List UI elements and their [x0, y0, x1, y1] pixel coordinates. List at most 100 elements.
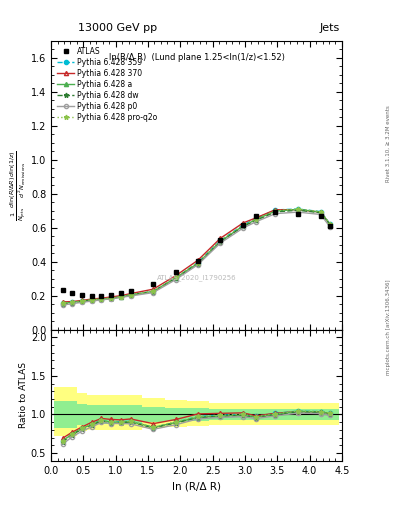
- Pythia 6.428 p0: [218, 240, 223, 246]
- Pythia 6.428 p0: [296, 209, 300, 215]
- Pythia 6.428 a: [195, 260, 200, 266]
- ATLAS: [328, 223, 332, 229]
- ATLAS: [296, 211, 300, 217]
- Pythia 6.428 370: [318, 209, 323, 215]
- Pythia 6.428 359: [90, 297, 94, 303]
- ATLAS: [218, 237, 223, 243]
- Line: Pythia 6.428 370: Pythia 6.428 370: [61, 208, 332, 304]
- Pythia 6.428 a: [218, 238, 223, 244]
- Pythia 6.428 a: [296, 206, 300, 212]
- Pythia 6.428 a: [99, 296, 104, 302]
- Pythia 6.428 dw: [99, 296, 104, 303]
- ATLAS: [318, 213, 323, 219]
- ATLAS: [90, 292, 94, 298]
- Pythia 6.428 359: [80, 298, 84, 304]
- Pythia 6.428 a: [241, 223, 245, 229]
- Pythia 6.428 p0: [328, 224, 332, 230]
- Legend: ATLAS, Pythia 6.428 359, Pythia 6.428 370, Pythia 6.428 a, Pythia 6.428 dw, Pyth: ATLAS, Pythia 6.428 359, Pythia 6.428 37…: [55, 45, 160, 124]
- Pythia 6.428 370: [61, 299, 65, 305]
- Pythia 6.428 359: [70, 300, 74, 306]
- Pythia 6.428 p0: [80, 299, 84, 305]
- Pythia 6.428 pro-q2o: [151, 288, 156, 294]
- ATLAS: [119, 290, 123, 296]
- Pythia 6.428 p0: [273, 210, 278, 217]
- Pythia 6.428 pro-q2o: [90, 297, 94, 303]
- Pythia 6.428 370: [218, 235, 223, 241]
- Pythia 6.428 359: [195, 260, 200, 266]
- Pythia 6.428 370: [80, 297, 84, 304]
- Pythia 6.428 359: [151, 288, 156, 294]
- Line: Pythia 6.428 a: Pythia 6.428 a: [61, 207, 332, 305]
- ATLAS: [173, 269, 178, 275]
- Pythia 6.428 pro-q2o: [273, 208, 278, 214]
- Pythia 6.428 359: [99, 296, 104, 302]
- Pythia 6.428 pro-q2o: [108, 295, 113, 301]
- Pythia 6.428 dw: [108, 295, 113, 302]
- Pythia 6.428 dw: [70, 300, 74, 306]
- Pythia 6.428 359: [128, 292, 133, 298]
- Pythia 6.428 a: [70, 300, 74, 306]
- Pythia 6.428 359: [296, 206, 300, 212]
- Pythia 6.428 370: [70, 298, 74, 305]
- Pythia 6.428 pro-q2o: [119, 294, 123, 300]
- Pythia 6.428 370: [128, 290, 133, 296]
- Pythia 6.428 dw: [253, 218, 258, 224]
- Pythia 6.428 p0: [173, 276, 178, 283]
- Pythia 6.428 p0: [318, 211, 323, 218]
- Text: mcplots.cern.ch [arXiv:1306.3436]: mcplots.cern.ch [arXiv:1306.3436]: [386, 280, 391, 375]
- Pythia 6.428 370: [273, 207, 278, 213]
- Pythia 6.428 pro-q2o: [253, 216, 258, 222]
- Pythia 6.428 370: [119, 292, 123, 298]
- Pythia 6.428 370: [296, 207, 300, 213]
- ATLAS: [70, 290, 74, 296]
- Pythia 6.428 p0: [99, 297, 104, 303]
- Pythia 6.428 pro-q2o: [173, 274, 178, 281]
- Pythia 6.428 p0: [241, 225, 245, 231]
- Pythia 6.428 370: [328, 222, 332, 228]
- ATLAS: [273, 208, 278, 215]
- X-axis label: ln (R/Δ R): ln (R/Δ R): [172, 481, 221, 491]
- Pythia 6.428 dw: [241, 223, 245, 229]
- Pythia 6.428 a: [318, 209, 323, 215]
- Pythia 6.428 370: [151, 286, 156, 292]
- Pythia 6.428 dw: [128, 292, 133, 298]
- Pythia 6.428 dw: [318, 210, 323, 216]
- Pythia 6.428 a: [151, 288, 156, 294]
- Pythia 6.428 pro-q2o: [61, 300, 65, 306]
- Pythia 6.428 p0: [253, 219, 258, 225]
- Pythia 6.428 359: [218, 238, 223, 244]
- Pythia 6.428 a: [80, 298, 84, 304]
- ATLAS: [128, 288, 133, 294]
- Pythia 6.428 a: [108, 295, 113, 301]
- Text: 13000 GeV pp: 13000 GeV pp: [78, 23, 158, 33]
- Pythia 6.428 370: [195, 257, 200, 263]
- Pythia 6.428 dw: [151, 289, 156, 295]
- Pythia 6.428 359: [61, 300, 65, 306]
- Pythia 6.428 dw: [61, 301, 65, 307]
- Pythia 6.428 p0: [70, 301, 74, 307]
- Text: ATLAS_2020_I1790256: ATLAS_2020_I1790256: [157, 274, 236, 281]
- Pythia 6.428 a: [128, 292, 133, 298]
- Y-axis label: $\frac{1}{N_\mathrm{jets}}\frac{d\ln(R/\Delta R)\,d\ln(1/z)}{d^2 N_\mathrm{emiss: $\frac{1}{N_\mathrm{jets}}\frac{d\ln(R/\…: [9, 150, 28, 221]
- Pythia 6.428 359: [253, 216, 258, 222]
- Pythia 6.428 a: [253, 217, 258, 223]
- Pythia 6.428 359: [241, 222, 245, 228]
- Pythia 6.428 370: [108, 294, 113, 300]
- Pythia 6.428 370: [253, 215, 258, 221]
- ATLAS: [99, 293, 104, 300]
- Line: Pythia 6.428 p0: Pythia 6.428 p0: [61, 210, 332, 307]
- Pythia 6.428 a: [90, 297, 94, 303]
- Pythia 6.428 370: [99, 295, 104, 301]
- Pythia 6.428 dw: [80, 298, 84, 305]
- ATLAS: [241, 222, 245, 228]
- Pythia 6.428 a: [173, 275, 178, 281]
- ATLAS: [80, 292, 84, 298]
- Pythia 6.428 pro-q2o: [318, 208, 323, 215]
- Pythia 6.428 359: [108, 295, 113, 301]
- Pythia 6.428 a: [273, 208, 278, 214]
- ATLAS: [108, 292, 113, 298]
- Pythia 6.428 dw: [273, 209, 278, 215]
- Pythia 6.428 pro-q2o: [70, 300, 74, 306]
- Pythia 6.428 p0: [195, 262, 200, 268]
- Pythia 6.428 pro-q2o: [128, 292, 133, 298]
